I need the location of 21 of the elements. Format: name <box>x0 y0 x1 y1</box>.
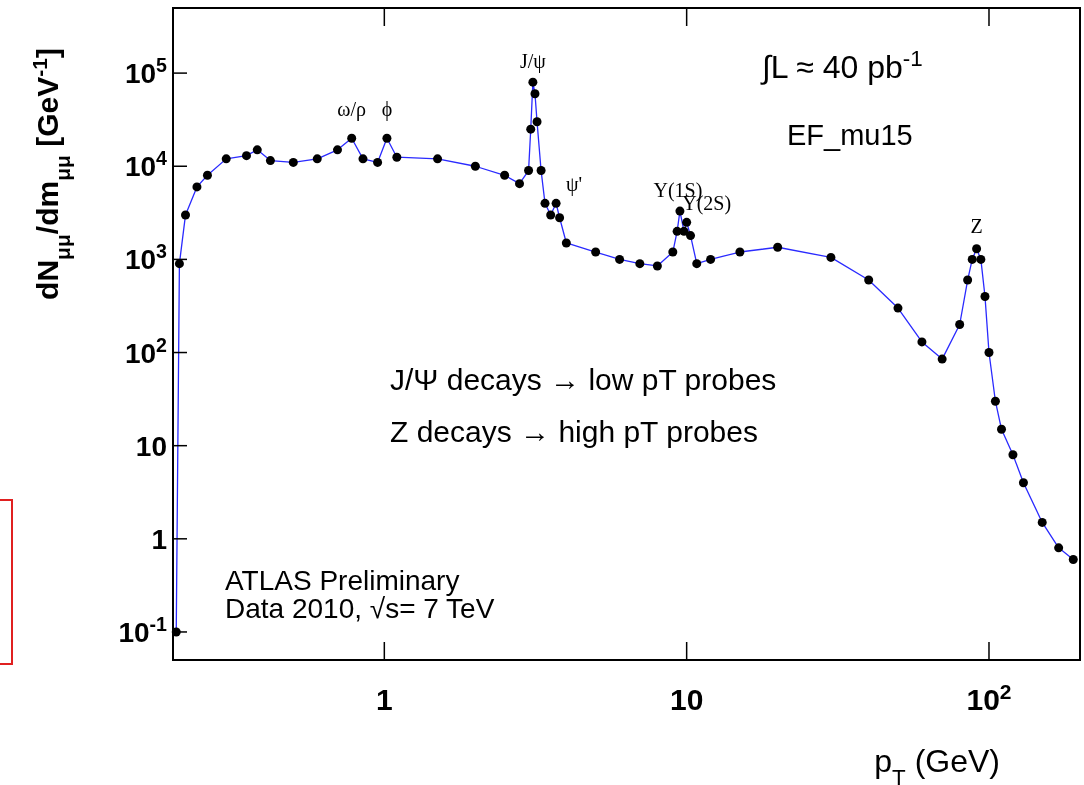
annotation: Z <box>970 214 983 237</box>
annotation: ϕ <box>381 98 393 122</box>
y-tick-label: 10$^{3}$ <box>124 240 168 276</box>
y-tick-label: 10$^{-1}$ <box>118 612 168 648</box>
x-tick-label: 10$^{2}$ <box>966 679 1012 716</box>
y-tick-label: 10 <box>135 430 167 462</box>
annotation: J/ψ <box>519 50 547 74</box>
y-tick-label: 10$^{4}$ <box>124 147 168 183</box>
annotation: ATLAS Preliminary <box>225 565 460 596</box>
y-tick-label: 10$^{2}$ <box>124 333 168 369</box>
annotation: J/Ψ decays → low pT probes <box>390 363 777 396</box>
annotation: ∫L ≈ 40 pb$^{-1}$ <box>760 45 923 85</box>
y-tick-label: 10$^{5}$ <box>124 54 168 90</box>
annotation: Z decays → high pT probes <box>390 415 758 448</box>
x-tick-label: 1 <box>375 683 393 716</box>
x-tick-label: 10 <box>669 683 704 716</box>
annotation: ω/ρ <box>337 98 367 122</box>
y-tick-label: 1 <box>151 523 167 555</box>
annotation: ψ' <box>566 173 583 197</box>
x-axis-title: p$_{T}$ (GeV) <box>874 743 1000 785</box>
annotation: EF_mu15 <box>787 119 913 151</box>
